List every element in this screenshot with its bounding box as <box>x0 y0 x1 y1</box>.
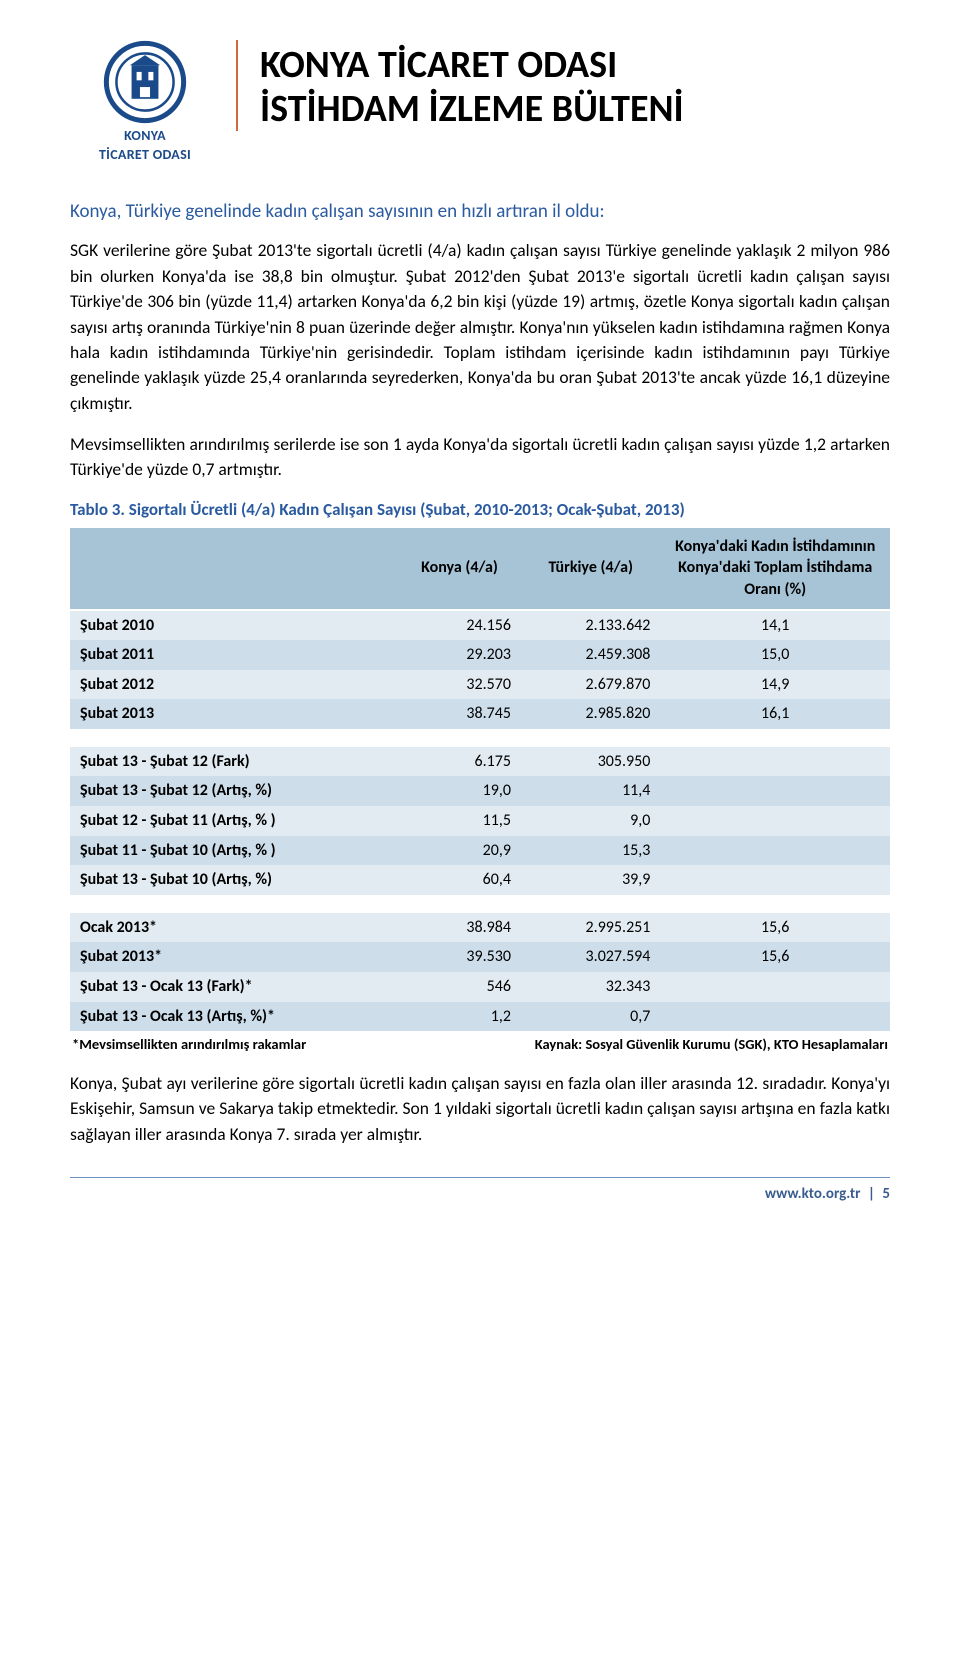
table-block-1: Şubat 2010 24.156 2.133.642 14,1 Şubat 2… <box>70 610 890 729</box>
org-logo-block: KONYA TİCARET ODASI <box>70 40 220 163</box>
paragraph-2: Mevsimsellikten arındırılmış serilerde i… <box>70 432 890 483</box>
table-row: Şubat 11 - Şubat 10 (Artış, % ) 20,9 15,… <box>70 836 890 866</box>
cell: 3.027.594 <box>521 942 660 972</box>
row-label: Şubat 2010 <box>70 610 398 641</box>
cell: 1,2 <box>398 1002 521 1032</box>
table-row: Şubat 2010 24.156 2.133.642 14,1 <box>70 610 890 641</box>
cell: 9,0 <box>521 806 660 836</box>
table-row: Şubat 13 - Şubat 12 (Artış, %) 19,0 11,4 <box>70 776 890 806</box>
paragraph-3: Konya, Şubat ayı verilerine göre sigorta… <box>70 1071 890 1147</box>
table-row: Şubat 12 - Şubat 11 (Artış, % ) 11,5 9,0 <box>70 806 890 836</box>
cell: 39.530 <box>398 942 521 972</box>
footnote-right: Kaynak: Sosyal Güvenlik Kurumu (SGK), KT… <box>535 1035 888 1055</box>
cell: 546 <box>398 972 521 1002</box>
cell: 29.203 <box>398 640 521 670</box>
table-block-3: Ocak 2013* 38.984 2.995.251 15,6 Şubat 2… <box>70 913 890 1031</box>
table-header-row: Konya (4/a) Türkiye (4/a) Konya'daki Kad… <box>70 528 890 610</box>
footnote-left: *Mevsimsellikten arındırılmış rakamlar <box>72 1035 306 1055</box>
table-spacer <box>70 895 890 913</box>
cell: 32.343 <box>521 972 660 1002</box>
cell: 2.995.251 <box>521 913 660 943</box>
cell: 38.745 <box>398 699 521 729</box>
table-spacer <box>70 729 890 747</box>
row-label: Ocak 2013* <box>70 913 398 943</box>
title-line-1: KONYA TİCARET ODASI <box>260 44 890 88</box>
table-row: Şubat 13 - Ocak 13 (Artış, %)* 1,2 0,7 <box>70 1002 890 1032</box>
title-line-2: İSTİHDAM İZLEME BÜLTENİ <box>260 88 890 132</box>
cell: 16,1 <box>660 699 890 729</box>
cell <box>660 1002 890 1032</box>
table-footnote: *Mevsimsellikten arındırılmış rakamlar K… <box>70 1035 890 1055</box>
cell: 32.570 <box>398 670 521 700</box>
row-label: Şubat 2013* <box>70 942 398 972</box>
cell: 14,9 <box>660 670 890 700</box>
table-row: Şubat 2011 29.203 2.459.308 15,0 <box>70 640 890 670</box>
paragraph-1: SGK verilerine göre Şubat 2013'te sigort… <box>70 238 890 416</box>
cell <box>660 806 890 836</box>
row-label: Şubat 12 - Şubat 11 (Artış, % ) <box>70 806 398 836</box>
data-table: Konya (4/a) Türkiye (4/a) Konya'daki Kad… <box>70 528 890 1032</box>
row-label: Şubat 13 - Şubat 12 (Artış, %) <box>70 776 398 806</box>
header-blank <box>70 528 398 610</box>
kto-logo-icon <box>103 40 187 124</box>
org-name-line1: KONYA <box>124 128 166 143</box>
table-row: Ocak 2013* 38.984 2.995.251 15,6 <box>70 913 890 943</box>
table-block-2: Şubat 13 - Şubat 12 (Fark) 6.175 305.950… <box>70 747 890 895</box>
cell: 39,9 <box>521 865 660 895</box>
cell: 60,4 <box>398 865 521 895</box>
header-konya: Konya (4/a) <box>398 528 521 610</box>
cell: 15,6 <box>660 942 890 972</box>
cell: 2.133.642 <box>521 610 660 641</box>
cell: 38.984 <box>398 913 521 943</box>
table-row: Şubat 13 - Şubat 12 (Fark) 6.175 305.950 <box>70 747 890 777</box>
cell: 0,7 <box>521 1002 660 1032</box>
cell <box>660 972 890 1002</box>
table-row: Şubat 13 - Şubat 10 (Artış, %) 60,4 39,9 <box>70 865 890 895</box>
row-label: Şubat 13 - Şubat 12 (Fark) <box>70 747 398 777</box>
row-label: Şubat 11 - Şubat 10 (Artış, % ) <box>70 836 398 866</box>
row-label: Şubat 13 - Şubat 10 (Artış, %) <box>70 865 398 895</box>
title-block: KONYA TİCARET ODASI İSTİHDAM İZLEME BÜLT… <box>236 40 890 131</box>
cell: 15,6 <box>660 913 890 943</box>
cell: 2.679.870 <box>521 670 660 700</box>
table-row: Şubat 2013 38.745 2.985.820 16,1 <box>70 699 890 729</box>
cell <box>660 836 890 866</box>
cell: 6.175 <box>398 747 521 777</box>
footer-url: www.kto.org.tr <box>765 1185 861 1203</box>
cell: 11,4 <box>521 776 660 806</box>
cell: 19,0 <box>398 776 521 806</box>
header-turkiye: Türkiye (4/a) <box>521 528 660 610</box>
row-label: Şubat 2013 <box>70 699 398 729</box>
cell: 11,5 <box>398 806 521 836</box>
cell: 2.459.308 <box>521 640 660 670</box>
row-label: Şubat 13 - Ocak 13 (Fark)* <box>70 972 398 1002</box>
cell: 305.950 <box>521 747 660 777</box>
footer-separator: | <box>864 1185 879 1203</box>
row-label: Şubat 2011 <box>70 640 398 670</box>
header-ratio: Konya'daki Kadın İstihdamının Konya'daki… <box>660 528 890 610</box>
cell: 15,0 <box>660 640 890 670</box>
row-label: Şubat 2012 <box>70 670 398 700</box>
cell <box>660 776 890 806</box>
cell: 15,3 <box>521 836 660 866</box>
table-row: Şubat 2013* 39.530 3.027.594 15,6 <box>70 942 890 972</box>
cell <box>660 747 890 777</box>
cell: 24.156 <box>398 610 521 641</box>
org-name-line2: TİCARET ODASI <box>99 147 191 162</box>
page-footer: www.kto.org.tr | 5 <box>70 1177 890 1204</box>
document-header: KONYA TİCARET ODASI KONYA TİCARET ODASI … <box>70 40 890 163</box>
cell: 20,9 <box>398 836 521 866</box>
section-subheading: Konya, Türkiye genelinde kadın çalışan s… <box>70 199 890 225</box>
table-row: Şubat 2012 32.570 2.679.870 14,9 <box>70 670 890 700</box>
footer-page-number: 5 <box>882 1185 890 1203</box>
cell: 14,1 <box>660 610 890 641</box>
table-row: Şubat 13 - Ocak 13 (Fark)* 546 32.343 <box>70 972 890 1002</box>
cell <box>660 865 890 895</box>
cell: 2.985.820 <box>521 699 660 729</box>
row-label: Şubat 13 - Ocak 13 (Artış, %)* <box>70 1002 398 1032</box>
table-caption: Tablo 3. Sigortalı Ücretli (4/a) Kadın Ç… <box>70 499 890 522</box>
